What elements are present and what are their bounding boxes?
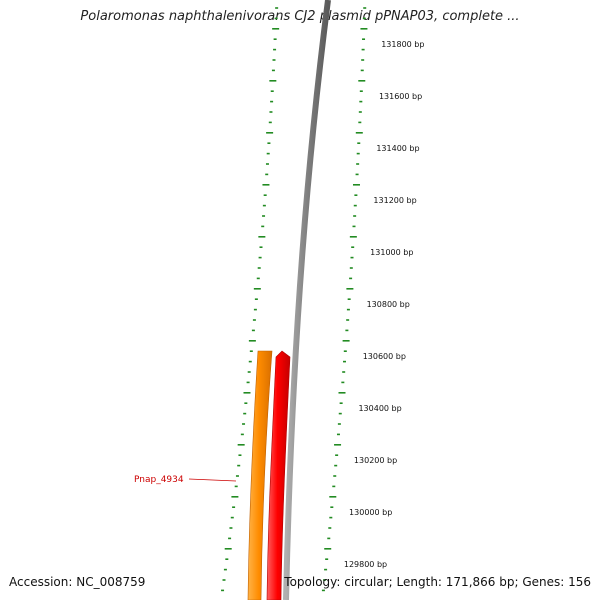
ruler-label: 130400 bp — [358, 404, 401, 413]
map-title: Polaromonas naphthalenivorans CJ2 plasmi… — [80, 9, 520, 24]
ruler-label: 130800 bp — [367, 300, 410, 309]
gene-label-pnap-4934[interactable]: Pnap_4934 — [134, 475, 184, 485]
backbone-arc — [283, 0, 331, 600]
inner-tick-ring — [221, 7, 280, 592]
summary-text: Topology: circular; Length: 171,866 bp; … — [284, 575, 591, 589]
ruler-label: 131400 bp — [376, 144, 419, 153]
ruler-labels: 131800 bp 131600 bp 131400 bp 131200 bp 1310… — [344, 40, 425, 569]
ruler-label: 130200 bp — [354, 456, 397, 465]
ruler-label: 131000 bp — [370, 248, 413, 257]
gene-label-leader — [188, 478, 237, 482]
ruler-label: 131600 bp — [379, 92, 422, 101]
ruler-label: 130000 bp — [349, 508, 392, 517]
accession-text: Accession: NC_008759 — [9, 575, 146, 589]
outer-tick-ring — [321, 7, 368, 592]
ruler-label: 130600 bp — [363, 352, 406, 361]
ruler-label: 131800 bp — [381, 40, 424, 49]
ruler-label: 129800 bp — [344, 560, 387, 569]
gene-pnap-4934[interactable] — [247, 350, 273, 600]
ruler-label: 131200 bp — [373, 196, 416, 205]
